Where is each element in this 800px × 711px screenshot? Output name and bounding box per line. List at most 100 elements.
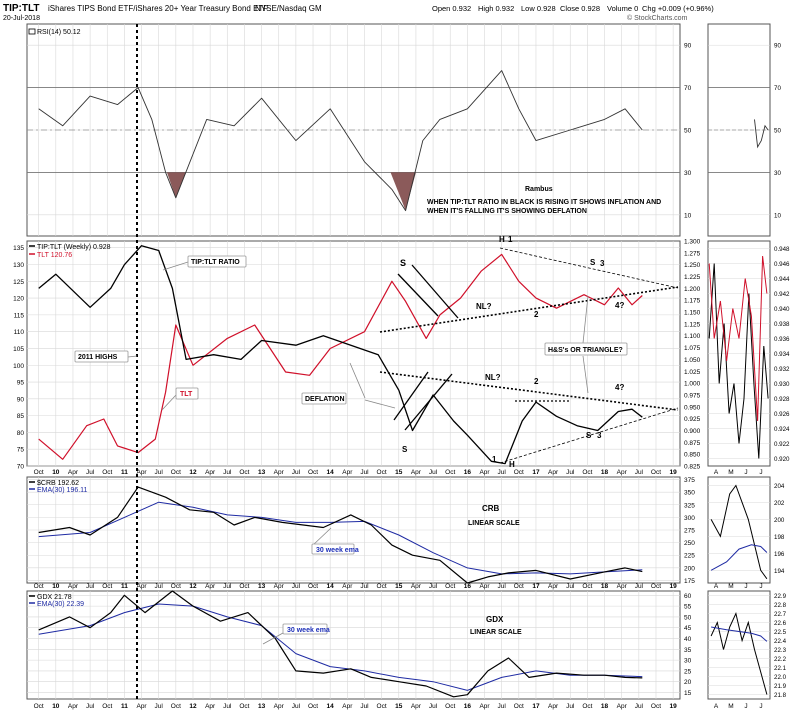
x-tick-label: Jul	[635, 469, 644, 476]
x-tick-label: Oct	[582, 469, 592, 476]
crb-title: CRB	[482, 504, 500, 513]
x-tick-label: Apr	[479, 469, 490, 476]
x-tick-label: Apr	[548, 703, 559, 710]
quote-high: High 0.932	[478, 4, 514, 13]
side-y-tick-label: 0.928	[774, 396, 790, 403]
side-x-tick-label: M	[728, 469, 733, 476]
upper-channel-line-a	[397, 273, 439, 317]
gdx-legend-black: GDX 21.78	[37, 594, 72, 601]
side-y-tick-label: 21.9	[774, 683, 787, 690]
x-tick-label: Oct	[171, 583, 181, 590]
x-tick-label: Oct	[651, 469, 661, 476]
crb-side-frame	[707, 476, 771, 584]
side-y-tick-label: 0.930	[774, 381, 790, 388]
side-y-tick-label: 22.8	[774, 602, 787, 609]
y-tick-label: 130	[13, 262, 24, 269]
side-y-tick-label: 21.8	[774, 692, 787, 699]
x-tick-label: Jul	[86, 583, 95, 590]
x-tick-label: 10	[52, 469, 60, 476]
x-tick-label: Apr	[205, 469, 216, 476]
x-tick-label: 10	[52, 703, 60, 710]
y-tick-label: 300	[684, 515, 695, 522]
x-tick-label: Oct	[102, 703, 112, 710]
x-tick-label: Jul	[498, 469, 507, 476]
x-tick-label: 14	[327, 469, 335, 476]
x-tick-label: 15	[395, 583, 403, 590]
tip-tlt-ratio-label: TIP:TLT RATIO	[191, 259, 240, 266]
x-tick-label: 17	[532, 703, 540, 710]
rsi-legend-swatch	[28, 28, 36, 35]
y-tick-label: 175	[684, 578, 695, 585]
x-tick-label: Apr	[411, 583, 422, 590]
upper-channel-line-b	[411, 264, 459, 319]
y-tick-label: 70	[684, 85, 692, 92]
y-tick-label: 1.150	[684, 310, 701, 317]
side-y-tick-label: 0.940	[774, 306, 790, 313]
x-tick-label: 11	[121, 469, 128, 476]
x-tick-label: Oct	[514, 469, 524, 476]
side-x-tick-label: A	[714, 703, 719, 710]
y-tick-label: 50	[684, 128, 692, 135]
nl-lower-label: NL?	[485, 373, 501, 382]
x-tick-label: 14	[327, 703, 335, 710]
x-tick-label: Jul	[155, 583, 164, 590]
lower-s3-label: S	[586, 431, 592, 440]
y-tick-label: 0.975	[684, 392, 701, 399]
hs-triangle-label: H&S's OR TRIANGLE?	[548, 347, 623, 354]
rsi-line	[38, 70, 643, 212]
x-tick-label: Jul	[566, 469, 575, 476]
gdx-panel-frame	[26, 590, 681, 700]
x-tick-label: Oct	[377, 469, 387, 476]
side-gdx-ema	[711, 626, 768, 642]
upper-1-label: 1	[508, 235, 513, 244]
x-tick-label: Jul	[223, 469, 232, 476]
x-tick-label: Jul	[292, 469, 301, 476]
y-tick-label: 325	[684, 502, 695, 509]
gdx-legend: GDX 21.78 EMA(30) 22.39	[29, 594, 84, 608]
upper-s-label: S	[400, 258, 406, 268]
x-tick-label: Oct	[308, 703, 318, 710]
x-tick-label: Oct	[34, 583, 44, 590]
lower-1-label: 1	[492, 455, 497, 464]
y-tick-label: 0.925	[684, 416, 701, 423]
x-tick-label: Oct	[445, 703, 455, 710]
side-y-tick-label: 22.1	[774, 665, 787, 672]
y-tick-label: 50	[684, 614, 692, 621]
x-tick-label: Apr	[342, 469, 353, 476]
side-y-tick-label: 0.936	[774, 336, 790, 343]
tip-tlt-ratio-line	[38, 245, 643, 465]
side-x-tick-label: M	[728, 703, 733, 710]
x-tick-label: Apr	[617, 703, 628, 710]
lower-2-label: 2	[534, 377, 539, 386]
x-tick-label: 11	[121, 583, 128, 590]
x-tick-label: 13	[258, 703, 266, 710]
x-tick-label: Apr	[205, 583, 216, 590]
y-tick-label: 105	[13, 346, 24, 353]
x-tick-label: 16	[464, 583, 472, 590]
x-tick-label: Oct	[171, 469, 181, 476]
side-y-tick-label: 0.932	[774, 366, 790, 373]
tlt-label-pointer	[161, 394, 177, 411]
x-tick-label: Apr	[479, 583, 490, 590]
quote-open: Open 0.932	[432, 4, 471, 13]
x-tick-label: 11	[121, 703, 128, 710]
x-tick-label: Oct	[377, 583, 387, 590]
x-tick-label: Oct	[651, 583, 661, 590]
side-crb-line	[710, 484, 768, 580]
side-x-tick-label: J	[759, 583, 762, 590]
y-tick-label: 1.275	[684, 250, 701, 257]
quote-change: Chg +0.009 (+0.96%)	[642, 4, 714, 13]
side-x-tick-label: J	[744, 583, 747, 590]
side-y-tick-label: 30	[774, 170, 781, 177]
crb-line	[38, 486, 643, 584]
grid-layer	[27, 24, 680, 699]
y-tick-label: 20	[684, 679, 692, 686]
x-tick-label: Apr	[617, 583, 628, 590]
y-tick-label: 0.950	[684, 404, 701, 411]
y-tick-label: 0.825	[684, 464, 701, 471]
side-y-tick-label: 0.934	[774, 351, 790, 358]
y-tick-label: 80	[17, 430, 25, 437]
side-tlt-line	[708, 255, 768, 422]
x-tick-label: Jul	[360, 703, 369, 710]
